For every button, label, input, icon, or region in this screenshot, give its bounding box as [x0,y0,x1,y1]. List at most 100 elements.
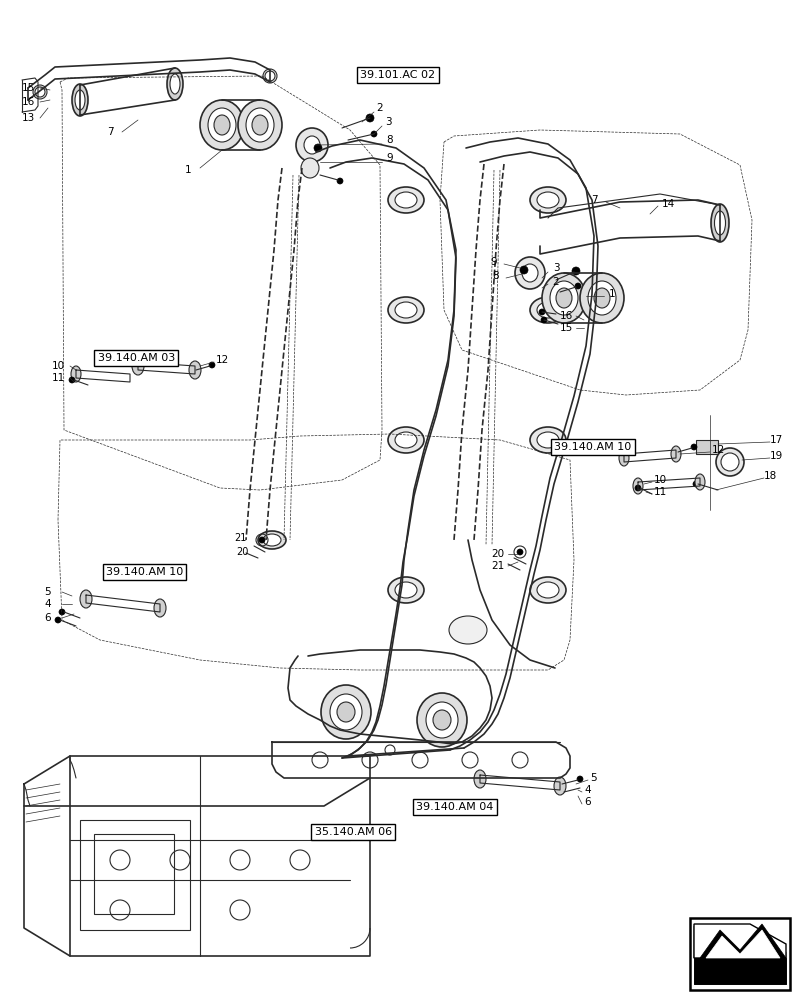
Ellipse shape [264,71,275,81]
Ellipse shape [154,599,165,617]
Ellipse shape [536,582,558,598]
Ellipse shape [417,693,466,747]
Text: 3: 3 [384,117,391,127]
Circle shape [366,114,374,122]
Text: 35.140.AM 06: 35.140.AM 06 [315,827,391,837]
Text: 20: 20 [491,549,504,559]
Text: 3: 3 [552,263,559,273]
Text: 20: 20 [235,547,248,557]
Ellipse shape [448,616,487,644]
Text: 16: 16 [21,97,35,107]
Circle shape [574,283,581,289]
Circle shape [519,266,527,274]
Text: 21: 21 [491,561,504,571]
Text: 39.140.AM 10: 39.140.AM 10 [553,442,631,452]
Circle shape [208,362,215,368]
Text: 7: 7 [106,127,114,137]
Ellipse shape [549,281,577,315]
Ellipse shape [536,192,558,208]
Ellipse shape [394,582,417,598]
Circle shape [539,309,544,315]
Ellipse shape [33,85,47,99]
Text: 5: 5 [45,587,51,597]
Circle shape [692,481,698,487]
Ellipse shape [633,478,642,494]
Text: 15: 15 [559,323,572,333]
Ellipse shape [394,192,417,208]
Polygon shape [693,926,785,958]
Text: 12: 12 [215,355,229,365]
Text: 39.101.AC 02: 39.101.AC 02 [360,70,435,80]
Text: 18: 18 [762,471,775,481]
Text: 39.140.AM 03: 39.140.AM 03 [97,353,175,363]
Circle shape [314,144,322,152]
Text: 11: 11 [51,373,65,383]
Ellipse shape [258,531,285,549]
Ellipse shape [556,288,571,308]
Text: 6: 6 [584,797,590,807]
Ellipse shape [579,273,623,323]
Text: 9: 9 [490,257,496,267]
Text: 19: 19 [769,451,782,461]
Polygon shape [699,930,779,958]
Ellipse shape [426,702,457,738]
Text: 6: 6 [45,613,51,623]
Ellipse shape [394,302,417,318]
Text: 4: 4 [45,599,51,609]
Ellipse shape [394,432,417,448]
Bar [689,918,789,990]
Circle shape [259,537,264,543]
Circle shape [571,267,579,275]
Ellipse shape [35,87,45,97]
Polygon shape [693,958,785,984]
Ellipse shape [521,264,538,282]
Ellipse shape [694,474,704,490]
Ellipse shape [388,187,423,213]
Ellipse shape [714,211,724,235]
Text: 2: 2 [552,277,559,287]
Ellipse shape [670,446,680,462]
Circle shape [69,377,75,383]
Text: 8: 8 [492,271,499,281]
Ellipse shape [720,453,738,471]
Ellipse shape [536,432,558,448]
Ellipse shape [710,204,728,242]
Ellipse shape [214,115,230,135]
Ellipse shape [238,100,281,150]
Ellipse shape [208,108,236,142]
Ellipse shape [71,366,81,382]
Text: 12: 12 [710,445,723,455]
Ellipse shape [320,685,371,739]
Ellipse shape [251,115,268,135]
Ellipse shape [553,777,565,795]
Circle shape [634,485,640,491]
Ellipse shape [189,361,201,379]
Text: 10: 10 [653,475,666,485]
Circle shape [337,178,342,184]
Ellipse shape [388,577,423,603]
Text: 7: 7 [590,195,597,205]
Ellipse shape [200,100,243,150]
Circle shape [577,776,582,782]
Text: 5: 5 [590,773,597,783]
Ellipse shape [541,273,586,323]
Ellipse shape [618,450,629,466]
Text: 17: 17 [769,435,782,445]
Ellipse shape [329,694,362,730]
Text: 2: 2 [376,103,383,113]
Circle shape [540,317,547,323]
Ellipse shape [80,590,92,608]
Ellipse shape [301,158,319,178]
Bar [94,834,174,914]
Text: 9: 9 [386,153,393,163]
Polygon shape [693,958,785,984]
Ellipse shape [530,427,565,453]
Ellipse shape [432,710,450,730]
Ellipse shape [246,108,273,142]
Circle shape [59,609,65,615]
Ellipse shape [75,90,85,110]
Ellipse shape [530,577,565,603]
Circle shape [690,444,696,450]
Polygon shape [699,924,785,958]
Ellipse shape [263,69,277,83]
